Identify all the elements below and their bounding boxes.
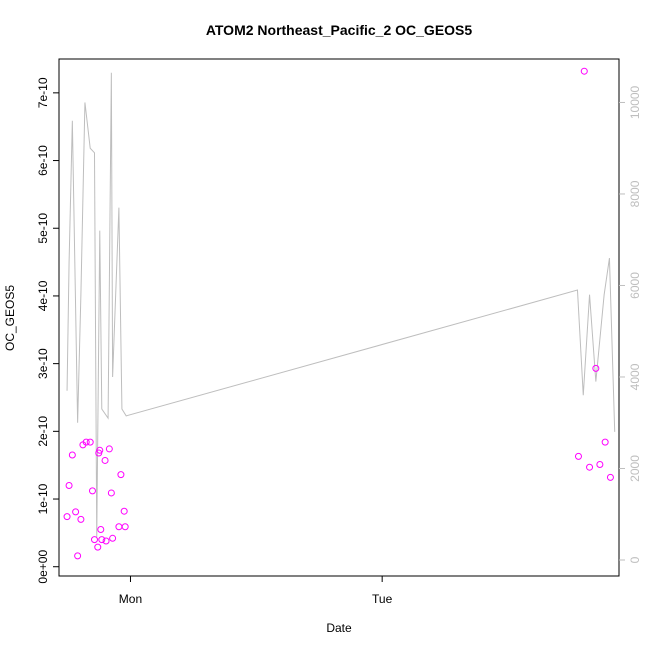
data-point bbox=[102, 537, 110, 545]
y-tick-label: 5e-10 bbox=[36, 213, 50, 244]
data-point bbox=[115, 523, 123, 531]
chart-title: ATOM2 Northeast_Pacific_2 OC_GEOS5 bbox=[206, 22, 473, 38]
x-tick-label: Mon bbox=[119, 592, 142, 606]
axis-ticks-layer: 0e+00 1e-10 2e-10 3e-10 4e-10 5e-10 6e-10 7e-10… bbox=[36, 77, 642, 606]
line-series-layer bbox=[66, 72, 616, 538]
line-series bbox=[66, 72, 616, 538]
point-series-layer bbox=[63, 67, 614, 560]
data-point bbox=[580, 67, 588, 75]
x-tick-label: Tue bbox=[372, 592, 393, 606]
data-point bbox=[63, 513, 71, 521]
data-point bbox=[88, 487, 96, 495]
data-point bbox=[574, 452, 582, 460]
data-point bbox=[82, 438, 90, 446]
y-tick-label: 0e+00 bbox=[36, 550, 50, 584]
y2-tick-label: 8000 bbox=[628, 180, 642, 207]
data-point bbox=[105, 445, 113, 453]
data-point bbox=[77, 515, 85, 523]
y-tick-label: 2e-10 bbox=[36, 416, 50, 447]
data-point bbox=[121, 523, 129, 531]
data-point bbox=[96, 446, 104, 454]
data-point bbox=[606, 473, 614, 481]
data-point bbox=[68, 451, 76, 459]
y2-tick-label: 10000 bbox=[628, 85, 642, 119]
data-point bbox=[72, 508, 80, 516]
y2-tick-label: 2000 bbox=[628, 455, 642, 482]
data-point bbox=[101, 456, 109, 464]
y-tick-label: 7e-10 bbox=[36, 77, 50, 108]
data-point bbox=[86, 438, 94, 446]
x-axis-label: Date bbox=[326, 621, 352, 635]
data-point bbox=[592, 364, 600, 372]
y-tick-label: 4e-10 bbox=[36, 280, 50, 311]
y-tick-label: 1e-10 bbox=[36, 483, 50, 514]
data-point bbox=[120, 507, 128, 515]
data-point bbox=[107, 489, 115, 497]
data-point bbox=[94, 543, 102, 551]
data-point bbox=[596, 461, 604, 468]
data-point bbox=[586, 463, 594, 471]
plot-area-border bbox=[58, 58, 620, 577]
data-point bbox=[65, 481, 73, 489]
y-tick-label: 6e-10 bbox=[36, 145, 50, 176]
data-point bbox=[117, 471, 125, 479]
y-axis-label: OC_GEOS5 bbox=[3, 285, 17, 351]
data-point bbox=[97, 525, 105, 533]
data-point bbox=[74, 552, 82, 560]
y2-tick-label: 4000 bbox=[628, 363, 642, 390]
y2-tick-label: 0 bbox=[628, 556, 642, 563]
y-tick-label: 3e-10 bbox=[36, 348, 50, 379]
y2-tick-label: 6000 bbox=[628, 272, 642, 299]
data-point bbox=[601, 438, 609, 446]
data-point bbox=[98, 536, 106, 544]
data-point bbox=[109, 534, 117, 542]
data-point bbox=[90, 536, 98, 544]
